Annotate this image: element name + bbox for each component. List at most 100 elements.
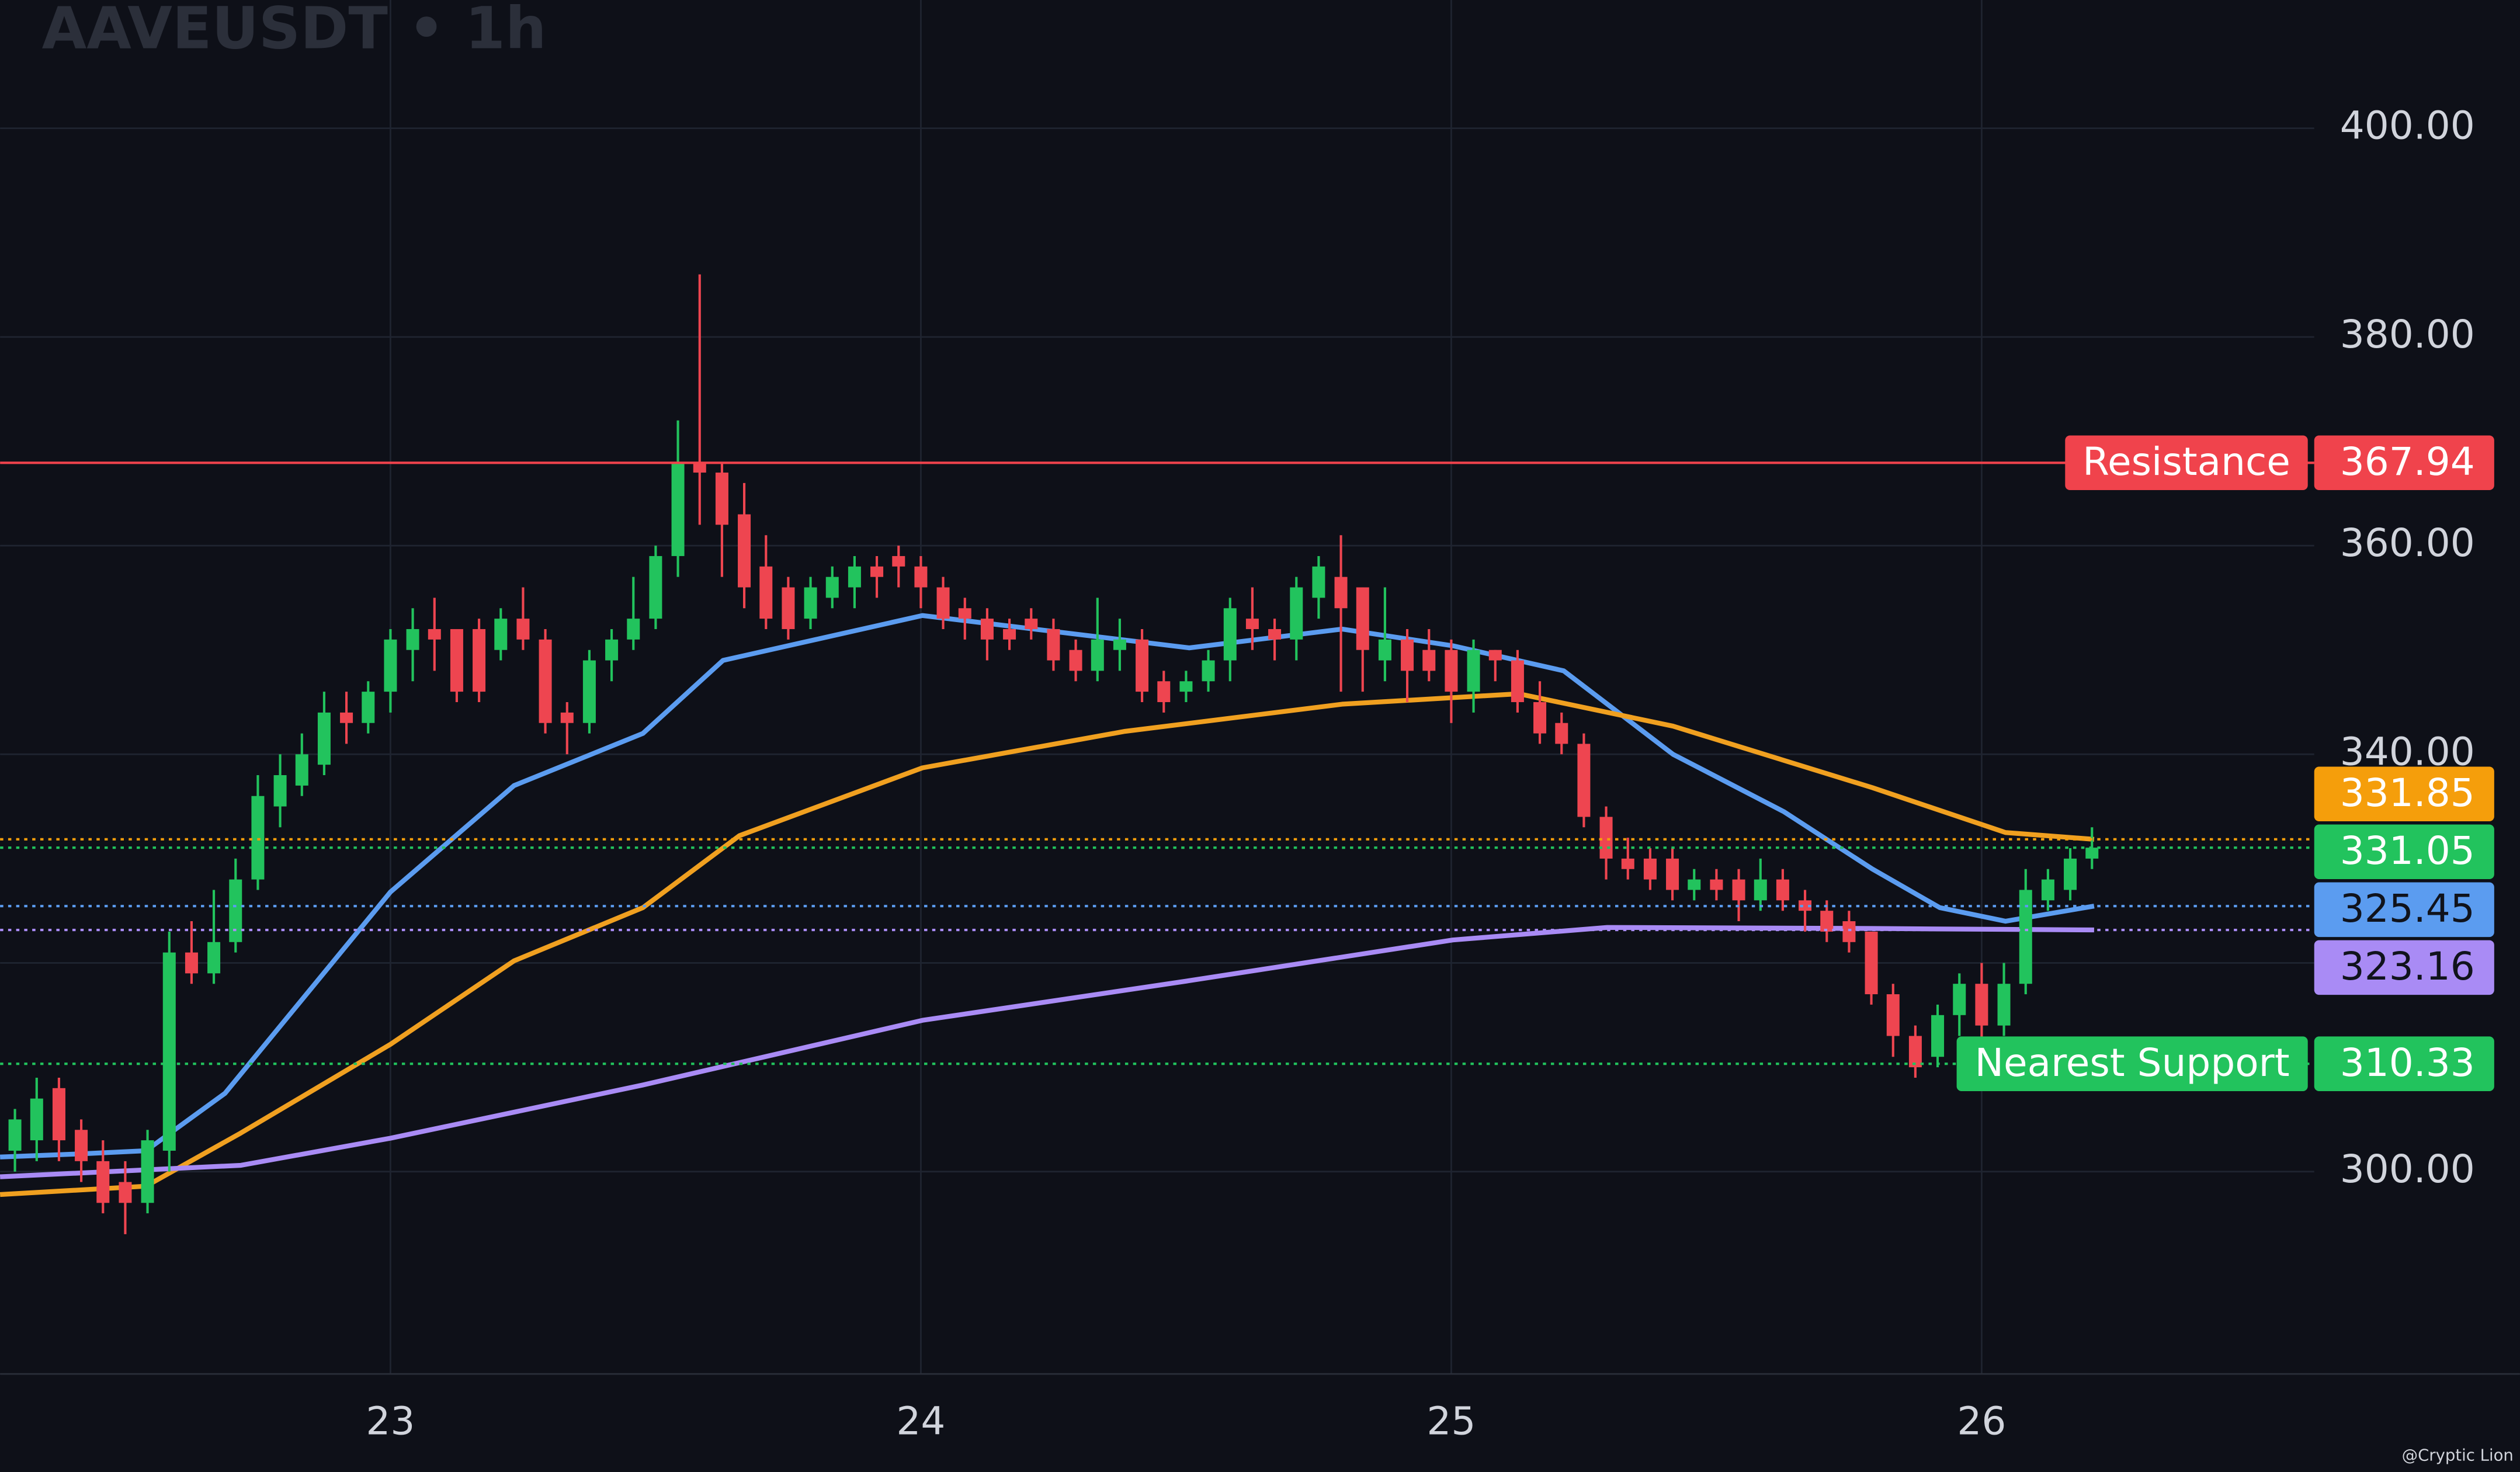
candle-body: [1401, 639, 1414, 671]
level-label-box: [1956, 1036, 2308, 1091]
candle-body: [2064, 858, 2077, 890]
candle-body: [141, 1140, 154, 1203]
candle-body: [340, 712, 353, 723]
candle-body: [980, 619, 994, 640]
candle-body: [539, 639, 552, 723]
candle-body: [1975, 984, 1988, 1026]
candle-body: [207, 942, 221, 974]
candle-body: [52, 1088, 65, 1141]
candle-body: [2041, 879, 2054, 901]
x-tick-label: 25: [1426, 1399, 1476, 1444]
candle-body: [162, 952, 176, 1151]
candle-body: [1643, 858, 1657, 880]
price-label: 310.33: [2340, 1040, 2475, 1085]
x-tick-label: 26: [1957, 1399, 2006, 1444]
candle-body: [693, 462, 706, 473]
candle-body: [1378, 639, 1391, 661]
candle-body: [1931, 1015, 1945, 1057]
x-tick-label: 23: [366, 1399, 415, 1444]
moving-average-line: [0, 613, 2095, 1159]
candle-body: [1467, 650, 1480, 692]
candle-body: [1688, 879, 1701, 890]
candle-body: [1202, 660, 1215, 682]
candle-body: [185, 952, 198, 974]
candle-body: [1997, 984, 2011, 1026]
y-tick-label: 380.00: [2340, 312, 2475, 357]
candle-body: [2085, 848, 2099, 859]
chart-title: AAVEUSDT • 1h: [42, 0, 547, 62]
candle-body: [1533, 702, 1547, 734]
candle-body: [582, 660, 596, 723]
candle-body: [428, 629, 441, 640]
candle-body: [317, 712, 331, 765]
candle-body: [1025, 619, 1038, 629]
candle-body: [1113, 639, 1126, 650]
level-label-box: [2065, 435, 2308, 491]
candle-body: [1268, 629, 1282, 640]
candle-body: [649, 556, 662, 619]
moving-average-line: [0, 925, 2094, 1179]
candle-body: [295, 754, 308, 786]
candle-body: [273, 775, 287, 807]
candle-body: [671, 462, 685, 556]
candle-body: [1003, 629, 1016, 640]
candle-body: [1091, 639, 1104, 671]
candle-body: [8, 1119, 22, 1151]
candle-body: [119, 1182, 132, 1203]
price-label-box: [2314, 435, 2494, 491]
candle-body: [1136, 639, 1149, 692]
candle-body: [1710, 879, 1723, 890]
price-label-box: [2314, 940, 2494, 995]
candle-body: [1908, 1036, 1922, 1068]
candle-body: [1422, 650, 1436, 671]
price-label: 325.45: [2340, 886, 2475, 931]
candle-body: [759, 566, 773, 619]
candle-body: [1732, 879, 1745, 901]
candle-body: [1754, 879, 1767, 901]
candle-body: [605, 639, 619, 661]
y-tick-label: 400.00: [2340, 103, 2475, 148]
candle-body: [1621, 858, 1634, 869]
candle-body: [804, 587, 817, 619]
candle-body: [251, 796, 265, 880]
candle-body: [75, 1130, 88, 1161]
candle-body: [1577, 744, 1591, 817]
candle-body: [1356, 587, 1369, 650]
level-label: Resistance: [2082, 439, 2290, 484]
candle-body: [1245, 619, 1259, 629]
x-tick-label: 24: [896, 1399, 945, 1444]
price-label-box: [2314, 1036, 2494, 1091]
y-tick-label: 360.00: [2340, 520, 2475, 565]
candle-body: [406, 629, 419, 650]
price-label: 331.85: [2340, 770, 2475, 815]
moving-average-line: [0, 691, 2095, 1197]
candle-body: [2019, 890, 2032, 984]
candle-body: [738, 514, 751, 588]
candle-body: [958, 608, 971, 619]
candle-body: [1865, 931, 1878, 995]
candle-body: [1290, 587, 1303, 640]
candle-body: [848, 566, 861, 588]
candle-body: [516, 619, 530, 640]
candle-body: [1157, 681, 1171, 702]
candle-body: [229, 879, 242, 942]
candle-body: [627, 619, 640, 640]
candle-body: [1445, 650, 1458, 692]
candle-body: [96, 1161, 110, 1203]
candle-body: [870, 566, 884, 577]
price-label: 323.16: [2340, 944, 2475, 989]
candle-body: [715, 473, 728, 525]
candle-body: [1511, 660, 1524, 702]
price-label-box: [2314, 882, 2494, 938]
candle-body: [1953, 984, 1966, 1015]
credit: @Cryptic Lion: [2402, 1446, 2514, 1464]
price-label-box: [2314, 824, 2494, 880]
price-label: 331.05: [2340, 828, 2475, 873]
candle-body: [1334, 577, 1348, 609]
candle-body: [1223, 608, 1237, 661]
candle-body: [473, 629, 486, 692]
candle-body: [560, 712, 574, 723]
candle-body: [1886, 994, 1900, 1036]
